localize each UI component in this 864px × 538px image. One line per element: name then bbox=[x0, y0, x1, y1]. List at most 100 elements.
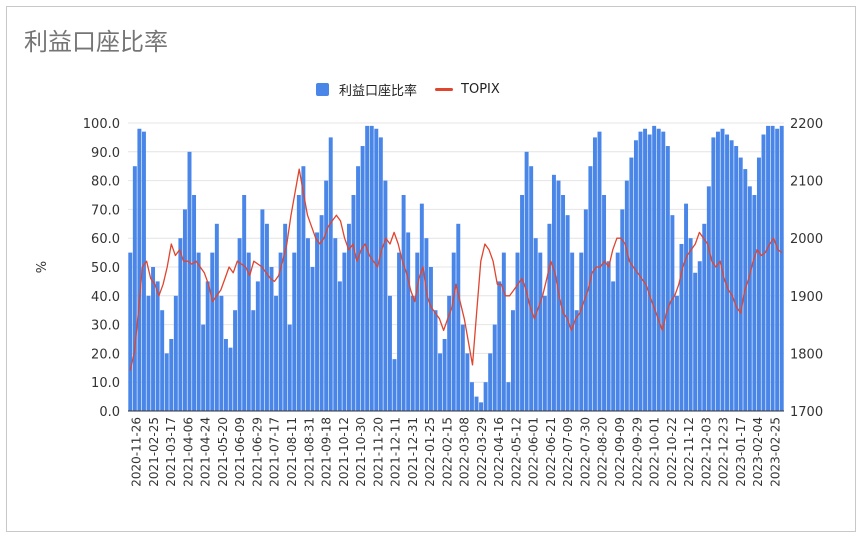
y-tick-label: 90.0 bbox=[91, 146, 120, 161]
y2-tick-label: 2200 bbox=[790, 117, 823, 132]
bar bbox=[684, 203, 689, 411]
x-tick-label: 2022-12-03 bbox=[699, 417, 713, 487]
y2-tick-label: 1900 bbox=[790, 290, 823, 305]
bar bbox=[661, 131, 666, 411]
bar bbox=[565, 215, 570, 411]
bar bbox=[251, 310, 256, 411]
bar bbox=[201, 324, 206, 411]
bar bbox=[747, 186, 752, 411]
bar bbox=[397, 252, 402, 411]
bar bbox=[146, 295, 151, 411]
x-tick-label: 2022-07-30 bbox=[578, 417, 592, 487]
bar bbox=[752, 195, 757, 411]
bar bbox=[424, 238, 429, 411]
bar bbox=[360, 146, 365, 412]
bar bbox=[310, 267, 315, 411]
bar bbox=[479, 402, 484, 411]
legend-item-line[interactable]: TOPIX bbox=[435, 82, 500, 97]
bar bbox=[196, 252, 201, 411]
bar bbox=[570, 252, 575, 411]
legend-line-label: TOPIX bbox=[461, 82, 500, 97]
y2-tick-label: 1800 bbox=[790, 347, 823, 362]
bar bbox=[652, 125, 657, 411]
bar bbox=[228, 347, 233, 411]
y-tick-label: 10.0 bbox=[91, 376, 120, 391]
bar bbox=[501, 252, 506, 411]
bar bbox=[383, 180, 388, 411]
bar bbox=[665, 146, 670, 412]
x-tick-label: 2022-10-22 bbox=[665, 417, 679, 487]
bar bbox=[287, 324, 292, 411]
y-tick-label: 60.0 bbox=[91, 232, 120, 247]
x-tick-label: 2022-03-08 bbox=[458, 417, 472, 487]
x-tick-label: 2022-06-21 bbox=[544, 417, 558, 487]
bar bbox=[492, 324, 497, 411]
y-axis-title: % bbox=[35, 261, 50, 273]
bar bbox=[442, 339, 447, 411]
bar bbox=[319, 215, 324, 411]
y-tick-label: 0.0 bbox=[99, 405, 120, 420]
bar bbox=[315, 232, 320, 411]
x-tick-label: 2022-11-12 bbox=[682, 417, 696, 487]
bar bbox=[629, 157, 634, 411]
bar bbox=[693, 272, 698, 411]
x-tick-label: 2021-08-11 bbox=[285, 417, 299, 487]
x-tick-label: 2021-02-25 bbox=[147, 417, 161, 487]
bar bbox=[401, 195, 406, 411]
bar bbox=[770, 125, 775, 411]
bar bbox=[264, 223, 269, 411]
bar bbox=[182, 209, 187, 411]
bar bbox=[305, 238, 310, 411]
x-tick-label: 2022-10-01 bbox=[648, 417, 662, 487]
x-tick-label: 2022-12-23 bbox=[717, 417, 731, 487]
x-tick-label: 2021-10-12 bbox=[337, 417, 351, 487]
legend-item-bar[interactable]: 利益口座比率 bbox=[316, 80, 417, 99]
chart-legend: 利益口座比率 TOPIX bbox=[316, 80, 518, 99]
x-tick-label: 2023-01-17 bbox=[734, 417, 748, 487]
bar bbox=[620, 209, 625, 411]
bar bbox=[178, 238, 183, 411]
x-tick-label: 2021-10-30 bbox=[354, 417, 368, 487]
bar bbox=[296, 195, 301, 411]
y-tick-label: 30.0 bbox=[91, 319, 120, 334]
x-tick-label: 2021-11-20 bbox=[371, 417, 385, 487]
x-tick-label: 2021-08-31 bbox=[302, 417, 316, 487]
bar bbox=[775, 128, 780, 411]
x-tick-label: 2023-02-25 bbox=[768, 417, 782, 487]
x-tick-label: 2020-11-26 bbox=[130, 417, 144, 487]
x-tick-label: 2022-02-15 bbox=[440, 417, 454, 487]
bar bbox=[670, 215, 675, 411]
bar bbox=[410, 295, 415, 411]
bar bbox=[561, 195, 566, 411]
bar bbox=[337, 281, 342, 411]
bar bbox=[292, 252, 297, 411]
bar bbox=[588, 166, 593, 411]
bar bbox=[219, 295, 224, 411]
bar bbox=[387, 295, 392, 411]
bar bbox=[392, 359, 397, 411]
bar bbox=[547, 223, 552, 411]
bar bbox=[428, 267, 433, 411]
y2-tick-label: 2000 bbox=[790, 232, 823, 247]
bar bbox=[415, 252, 420, 411]
bar bbox=[656, 128, 661, 411]
x-tick-label: 2021-07-17 bbox=[268, 417, 282, 487]
bar bbox=[529, 166, 534, 411]
bar bbox=[697, 261, 702, 411]
x-tick-label: 2021-04-06 bbox=[181, 417, 195, 487]
x-tick-label: 2022-01-25 bbox=[423, 417, 437, 487]
x-tick-label: 2021-06-09 bbox=[233, 417, 247, 487]
bar bbox=[515, 252, 520, 411]
x-tick-label: 2022-08-20 bbox=[596, 417, 610, 487]
bar bbox=[378, 137, 383, 411]
x-tick-label: 2021-03-17 bbox=[164, 417, 178, 487]
bar bbox=[647, 134, 652, 411]
bar bbox=[333, 238, 338, 411]
bar bbox=[456, 223, 461, 411]
bar bbox=[465, 353, 470, 411]
bar bbox=[141, 131, 146, 411]
bar bbox=[706, 186, 711, 411]
bar bbox=[255, 281, 260, 411]
bar bbox=[624, 180, 629, 411]
bar bbox=[510, 310, 515, 411]
